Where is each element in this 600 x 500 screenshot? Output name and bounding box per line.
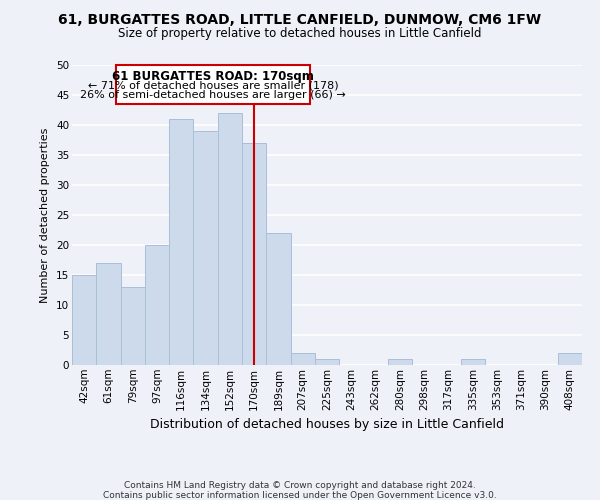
Text: 61 BURGATTES ROAD: 170sqm: 61 BURGATTES ROAD: 170sqm [112,70,314,83]
Bar [388,359,412,365]
Bar [169,119,193,365]
Text: 61, BURGATTES ROAD, LITTLE CANFIELD, DUNMOW, CM6 1FW: 61, BURGATTES ROAD, LITTLE CANFIELD, DUN… [58,12,542,26]
Bar [315,359,339,365]
Text: ← 71% of detached houses are smaller (178): ← 71% of detached houses are smaller (17… [88,80,338,90]
Text: 26% of semi-detached houses are larger (66) →: 26% of semi-detached houses are larger (… [80,90,346,100]
X-axis label: Distribution of detached houses by size in Little Canfield: Distribution of detached houses by size … [150,418,504,431]
Bar [242,143,266,365]
Bar [558,353,582,365]
Bar [193,131,218,365]
Bar [218,113,242,365]
Bar [266,233,290,365]
Text: Size of property relative to detached houses in Little Canfield: Size of property relative to detached ho… [118,28,482,40]
FancyBboxPatch shape [116,65,310,104]
Bar [96,263,121,365]
Bar [290,353,315,365]
Bar [72,275,96,365]
Text: Contains HM Land Registry data © Crown copyright and database right 2024.: Contains HM Land Registry data © Crown c… [124,481,476,490]
Y-axis label: Number of detached properties: Number of detached properties [40,128,50,302]
Text: Contains public sector information licensed under the Open Government Licence v3: Contains public sector information licen… [103,491,497,500]
Bar [461,359,485,365]
Bar [121,287,145,365]
Bar [145,245,169,365]
